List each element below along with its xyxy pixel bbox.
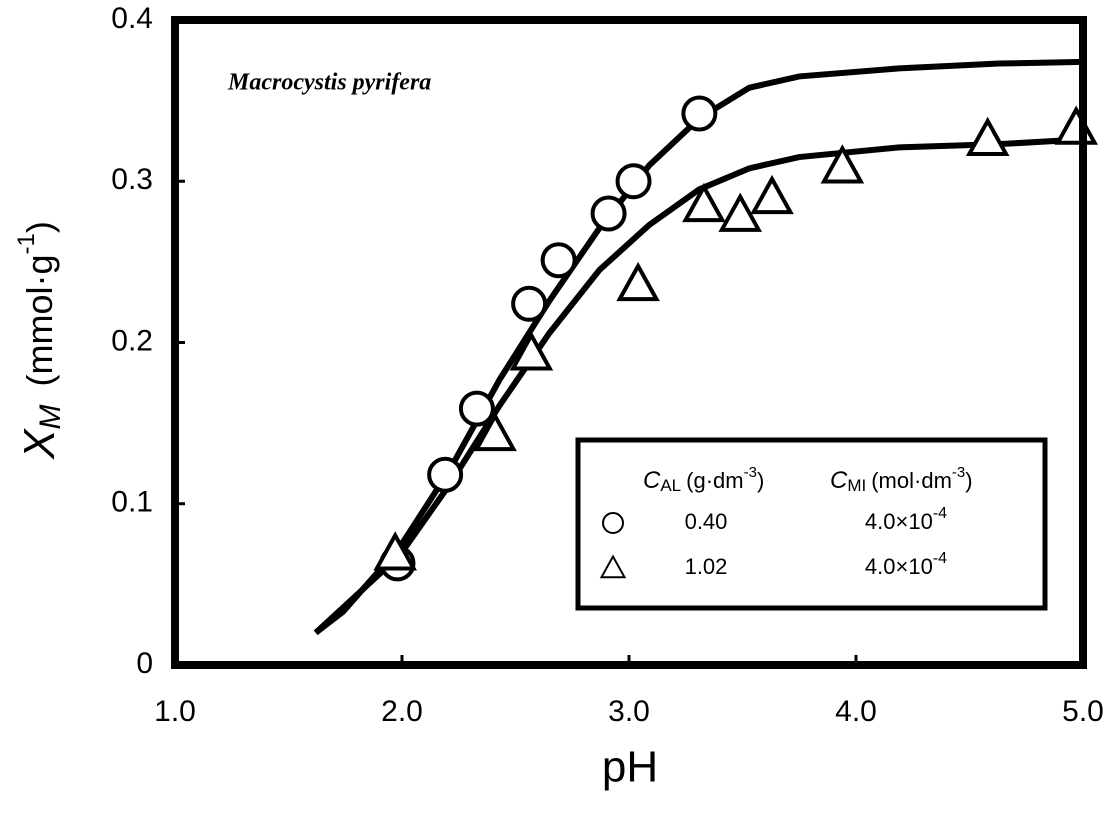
marker [540, 242, 577, 279]
marker [750, 174, 794, 215]
legend-c-mi: 4.0×10-4 [865, 550, 947, 579]
legend-label: 1.02 [685, 554, 728, 579]
marker [682, 182, 726, 223]
legend-c-mi-exp: -4 [933, 550, 947, 567]
x-tick-label: 5.0 [1062, 695, 1104, 728]
marker [615, 163, 652, 200]
marker [602, 512, 624, 534]
legend-header-unit: (mol·dm [871, 468, 952, 493]
y-label-sup: -1 [13, 233, 40, 254]
y-tick-label: 0.2 [111, 324, 153, 357]
x-tick-label: 2.0 [381, 695, 423, 728]
legend-header-sup: -3 [744, 464, 757, 481]
x-axis-label: pH [602, 743, 658, 792]
y-label-sub: M [34, 404, 67, 429]
y-label-unit: (mmol·g [19, 254, 60, 386]
y-label-close: ) [19, 221, 60, 233]
y-tick-label: 0 [136, 647, 153, 680]
legend-box [575, 437, 1048, 611]
y-axis-label: XM (mmol·g-1) [13, 221, 67, 460]
legend-header-sub: MI [847, 476, 866, 495]
y-tick-label: 0.3 [111, 163, 153, 196]
x-tick-label: 3.0 [608, 695, 650, 728]
legend-label: 0.40 [685, 509, 728, 534]
annotation: Macrocystis pyrifera [227, 70, 431, 96]
y-tick-label: 0.4 [111, 2, 153, 35]
legend-header-symbol: C [830, 467, 848, 494]
marker [509, 331, 554, 371]
legend-c-mi: 4.0×10-4 [865, 505, 947, 534]
legend-c-mi-base: 4.0×10 [865, 509, 933, 534]
y-tick-label: 0.1 [111, 486, 153, 519]
legend-c-mi-exp: -4 [933, 505, 947, 522]
legend-header-sup: -3 [952, 464, 965, 481]
marker [427, 456, 464, 493]
marker [599, 554, 627, 579]
legend-header-close: ) [965, 468, 972, 493]
marker [590, 195, 627, 232]
legend-header: CMI (mol·dm-3) [830, 464, 973, 496]
marker [458, 390, 495, 427]
legend: CAL (g·dm-3) CMI (mol·dm-3) 0.40 4.0×10-41.… [575, 437, 1048, 611]
legend-c-mi-base: 4.0×10 [865, 554, 933, 579]
marker [511, 285, 548, 322]
legend-header-unit: (g·dm [686, 468, 743, 493]
marker [681, 95, 718, 132]
x-tick-label: 4.0 [835, 695, 877, 728]
marker [473, 411, 517, 452]
marker [718, 192, 763, 232]
legend-header-sub: AL [660, 476, 681, 495]
legend-header-close: ) [757, 468, 764, 493]
legend-header-symbol: C [643, 467, 661, 494]
marker [820, 144, 865, 184]
legend-header: CAL (g·dm-3) [643, 464, 764, 496]
marker [1054, 105, 1098, 145]
marker [965, 116, 1010, 157]
y-label-symbol: X [15, 428, 64, 460]
x-tick-label: 1.0 [154, 695, 196, 728]
marker [373, 531, 417, 571]
marker [616, 261, 660, 302]
